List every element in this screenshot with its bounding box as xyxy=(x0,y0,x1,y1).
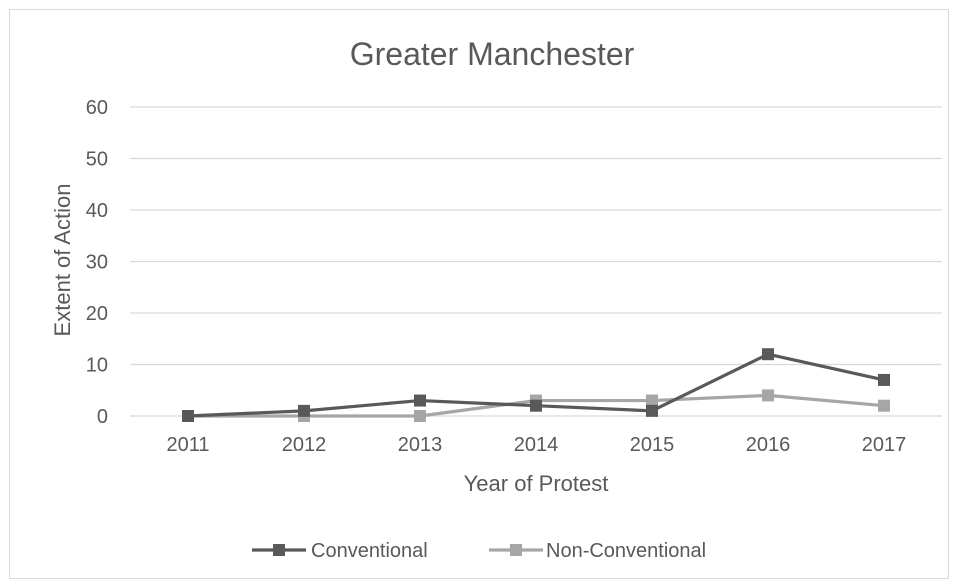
x-tick-label: 2011 xyxy=(166,434,209,456)
y-tick-label: 50 xyxy=(86,149,108,171)
y-tick-label: 0 xyxy=(97,406,108,428)
y-tick-label: 40 xyxy=(86,200,108,222)
data-point-conventional xyxy=(298,404,310,417)
x-tick-label: 2015 xyxy=(630,434,675,456)
y-tick-label: 10 xyxy=(86,355,108,377)
x-tick-label: 2016 xyxy=(746,434,791,456)
x-tick-label: 2013 xyxy=(398,434,443,456)
y-axis-ticks: 0 10 20 30 40 50 60 xyxy=(86,97,108,428)
y-tick-label: 30 xyxy=(86,252,108,274)
y-axis-title: Extent of Action xyxy=(50,184,75,337)
legend-marker xyxy=(510,544,522,556)
x-tick-label: 2012 xyxy=(282,434,327,456)
data-point-conventional xyxy=(762,348,774,361)
chart-area xyxy=(9,9,949,579)
legend-label: Non-Conventional xyxy=(546,540,706,562)
data-point-non-conventional xyxy=(878,399,890,412)
data-point-non-conventional xyxy=(762,389,774,402)
legend-item-non-conventional: Non-Conventional xyxy=(489,540,706,562)
y-tick-label: 60 xyxy=(86,97,108,119)
data-point-conventional xyxy=(646,404,658,417)
data-point-non-conventional xyxy=(414,410,426,422)
gridlines xyxy=(130,106,942,417)
y-tick-label: 20 xyxy=(86,303,108,325)
x-tick-label: 2014 xyxy=(514,434,559,456)
data-point-non-conventional xyxy=(646,394,658,407)
x-axis-ticks: 2011 2012 2013 2014 2015 2016 2017 xyxy=(166,434,906,456)
x-axis-title: Year of Protest xyxy=(464,471,609,496)
series-group xyxy=(182,348,890,422)
data-point-conventional xyxy=(530,399,542,412)
chart-title: Greater Manchester xyxy=(350,36,635,72)
x-tick-label: 2017 xyxy=(862,434,907,456)
legend-marker xyxy=(273,544,285,556)
legend-item-conventional: Conventional xyxy=(252,540,428,562)
data-point-conventional xyxy=(414,394,426,407)
legend-label: Conventional xyxy=(311,540,428,562)
series-conventional xyxy=(182,348,890,422)
data-point-conventional xyxy=(182,410,194,422)
legend: Conventional Non-Conventional xyxy=(252,540,706,562)
data-point-conventional xyxy=(878,373,890,386)
